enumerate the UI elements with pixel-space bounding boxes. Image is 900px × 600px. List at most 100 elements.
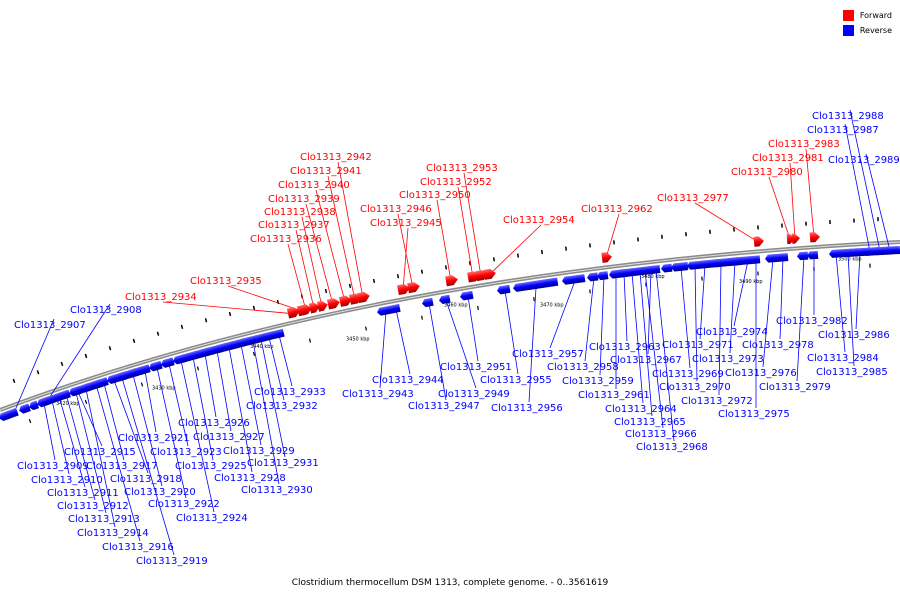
- gene-feature-reverse: [671, 262, 689, 272]
- gene-feature-reverse: [853, 247, 865, 257]
- gene-label: Clo1313_2940: [278, 180, 350, 191]
- leader-line: [835, 253, 846, 353]
- genome-caption: Clostridium thermocellum DSM 1313, compl…: [291, 578, 609, 588]
- leader-line: [733, 260, 749, 327]
- scale-tick: [492, 257, 496, 262]
- scale-label: 3470 kbp: [540, 302, 564, 308]
- leader-line: [278, 334, 293, 387]
- gene-label: Clo1313_2985: [816, 367, 888, 378]
- gene-label: Clo1313_2926: [178, 418, 250, 429]
- scale-tick: [324, 288, 328, 294]
- gene-feature-reverse: [439, 294, 451, 305]
- gene-label: Clo1313_2931: [247, 458, 319, 469]
- leader-line: [379, 311, 387, 389]
- leader-line: [103, 383, 125, 461]
- gene-feature-reverse: [649, 265, 661, 274]
- gene-feature-reverse: [29, 400, 39, 411]
- scale-label: 3490 kbp: [739, 279, 763, 285]
- leader-line: [584, 277, 595, 362]
- gene-label: Clo1313_2914: [77, 528, 149, 539]
- gene-label: Clo1313_2970: [659, 382, 731, 393]
- gene-label: Clo1313_2988: [812, 111, 884, 122]
- gene-labels: Clo1313_2907Clo1313_2908Clo1313_2909Clo1…: [14, 111, 900, 567]
- gene-feature-reverse: [197, 347, 211, 358]
- gene-feature-reverse: [209, 344, 223, 355]
- gene-label: Clo1313_2981: [752, 153, 824, 164]
- gene-feature-reverse: [389, 303, 401, 314]
- gene-label: Clo1313_2949: [438, 389, 510, 400]
- gene-feature-reverse: [587, 272, 599, 282]
- gene-label: Clo1313_2942: [300, 152, 372, 163]
- gene-feature-reverse: [137, 364, 151, 375]
- gene-label: Clo1313_2935: [190, 276, 262, 287]
- leader-line: [549, 280, 576, 349]
- gene-label: Clo1313_2918: [110, 474, 182, 485]
- leader-line: [43, 403, 56, 461]
- leader-line: [96, 385, 141, 542]
- leader-line: [260, 339, 286, 458]
- leader-line: [305, 203, 334, 305]
- leader-line: [402, 227, 409, 291]
- gene-label: Clo1313_2989: [828, 155, 900, 166]
- leader-line: [796, 256, 805, 382]
- gene-label: Clo1313_2909: [17, 461, 89, 472]
- gene-feature-reverse: [775, 253, 789, 262]
- gene-feature-reverse: [115, 371, 127, 382]
- gene-feature-reverse: [513, 277, 557, 292]
- gene-label: Clo1313_2964: [605, 404, 677, 415]
- leader-line: [252, 341, 280, 485]
- leader-line: [12, 318, 55, 416]
- leader-line: [295, 229, 315, 309]
- gene-label: Clo1313_2944: [372, 375, 444, 386]
- leader-line: [623, 273, 628, 342]
- gene-label: Clo1313_2987: [807, 125, 879, 136]
- gene-feature-forward: [308, 302, 320, 314]
- leader-line: [216, 350, 232, 432]
- scale-tick: [372, 278, 376, 284]
- leader-line: [488, 224, 542, 276]
- scale-label: 3430 kbp: [152, 385, 176, 391]
- gene-label: Clo1313_2924: [176, 513, 248, 524]
- gene-label: Clo1313_2937: [258, 220, 330, 231]
- gene-feature-reverse: [377, 305, 393, 316]
- scale-tick: [564, 246, 568, 251]
- scale-tick: [36, 370, 40, 375]
- scale-tick: [420, 269, 424, 274]
- gene-label: Clo1313_2943: [342, 389, 414, 400]
- scale-tick: [196, 366, 200, 371]
- leader-line: [287, 243, 307, 311]
- leader-line: [77, 391, 103, 447]
- scale-tick: [228, 311, 232, 317]
- gene-label: Clo1313_2923: [150, 447, 222, 458]
- gene-feature-reverse: [725, 256, 743, 267]
- leader-line: [847, 253, 855, 367]
- gene-label: Clo1313_2915: [64, 447, 136, 458]
- gene-feature-reverse: [185, 350, 199, 362]
- gene-feature-forward: [445, 275, 458, 287]
- gene-feature-reverse: [639, 266, 649, 275]
- gene-label: Clo1313_2957: [512, 349, 584, 360]
- leader-line: [85, 389, 116, 528]
- legend-item-reverse: Reverse: [842, 23, 892, 38]
- leader-line: [204, 353, 217, 418]
- leader-line: [227, 285, 304, 312]
- gene-feature-reverse: [233, 338, 247, 349]
- gene-label: Clo1313_2975: [718, 409, 790, 420]
- gene-feature-forward: [786, 233, 795, 245]
- legend-swatch-forward: [842, 10, 854, 21]
- gene-label: Clo1313_2908: [70, 305, 142, 316]
- gene-label: Clo1313_2961: [578, 390, 650, 401]
- leader-line: [156, 367, 187, 499]
- leader-line: [121, 377, 175, 556]
- gene-label: Clo1313_2917: [86, 461, 158, 472]
- gene-feature-reverse: [125, 367, 139, 379]
- scale-tick: [252, 305, 256, 310]
- leader-line: [180, 360, 215, 513]
- leader-line: [694, 202, 759, 243]
- leader-line: [463, 172, 482, 277]
- gene-label: Clo1313_2969: [652, 369, 724, 380]
- gene-label: Clo1313_2971: [662, 340, 734, 351]
- leader-line: [779, 257, 784, 340]
- scale-tick: [12, 378, 16, 383]
